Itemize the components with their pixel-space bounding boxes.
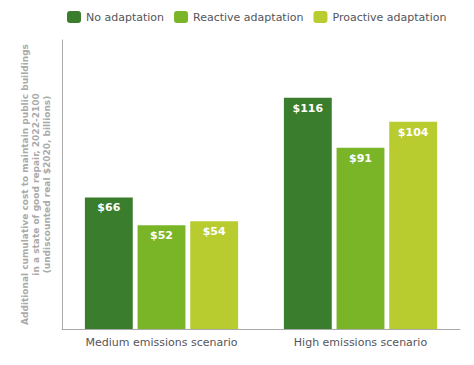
svg-text:$91: $91 <box>349 152 372 165</box>
svg-text:$54: $54 <box>203 225 226 238</box>
svg-text:$52: $52 <box>150 229 173 242</box>
svg-text:Medium emissions scenario: Medium emissions scenario <box>85 336 237 349</box>
svg-text:Reactive adaptation: Reactive adaptation <box>193 11 303 24</box>
svg-text:No adaptation: No adaptation <box>86 11 164 24</box>
svg-text:(undiscounted real $2020, bill: (undiscounted real $2020, billions) <box>42 96 52 274</box>
svg-text:$66: $66 <box>97 201 120 214</box>
svg-text:$116: $116 <box>293 102 324 115</box>
svg-text:Proactive adaptation: Proactive adaptation <box>332 11 446 24</box>
svg-text:$104: $104 <box>398 126 429 139</box>
svg-text:High emissions scenario: High emissions scenario <box>294 336 428 349</box>
svg-text:in a state of good repair, 202: in a state of good repair, 2022-2100 <box>31 93 41 275</box>
svg-text:Additional cumulative cost to: Additional cumulative cost to maintain p… <box>20 44 30 325</box>
